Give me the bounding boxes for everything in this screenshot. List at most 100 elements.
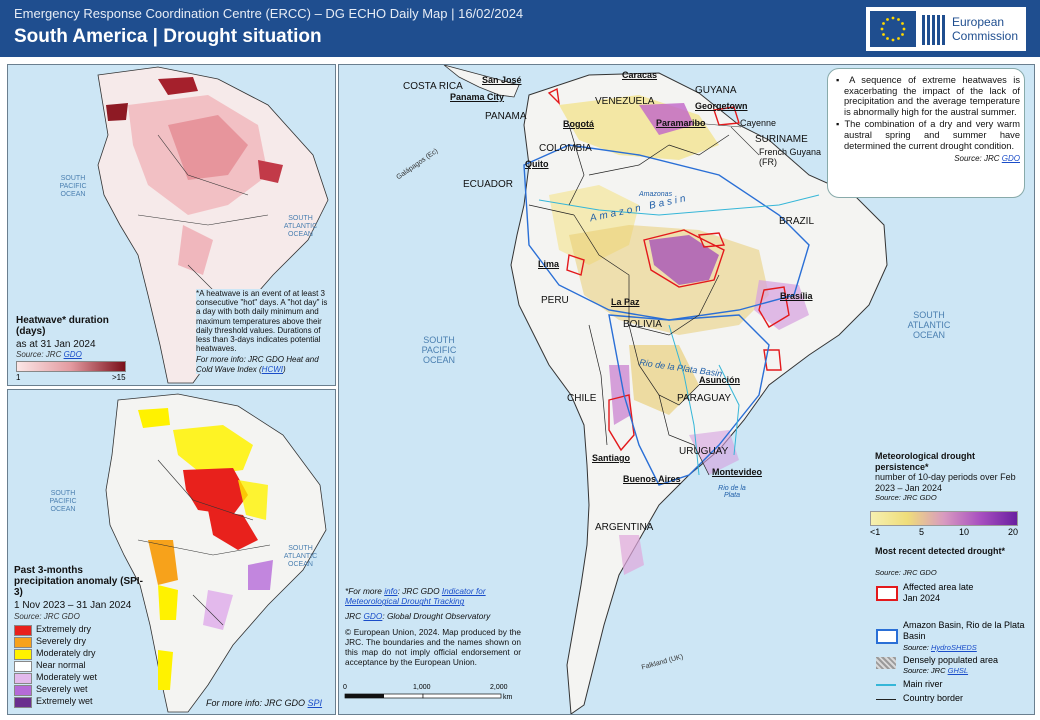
recent-title: Most recent detected drought* [875,546,1006,556]
info-box: ▪ A sequence of extreme heatwaves is exa… [827,68,1025,198]
city-caracas: Caracas [622,70,658,80]
border-swatch [876,699,896,700]
spi-legend-label: Moderately dry [36,648,96,658]
city-la-paz: La Paz [611,297,640,307]
city-bogota: Bogotá [563,119,594,129]
heatwave-source-link[interactable]: GDO [63,350,82,359]
persistence-legend: Meteorological drought persistence* numb… [875,451,1025,504]
hydrosheds-link[interactable]: HydroSHEDS [930,643,977,652]
spi-legend-label: Extremely dry [36,624,92,634]
country-panama: PANAMA [485,111,527,122]
country-venezuela: VENEZUELA [595,96,655,107]
persistence-tick-0: <1 [870,527,881,537]
recent-source: Source: JRC GDO [875,568,937,577]
heatwave-definition: *A heatwave is an event of at least 3 co… [196,289,328,354]
mdt-indicator-link[interactable]: Indicator for Meteorological Drought Tra… [345,586,486,607]
persistence-color-scale [870,511,1018,526]
scale-unit: km [503,694,513,701]
spi-source: Source: JRC GDO [14,612,80,621]
country-guyana: GUYANA [695,85,737,96]
spi-legend-swatch [14,697,32,708]
spi-legend-swatch [14,625,32,636]
heatwave-scale-max: >15 [112,373,126,382]
spi-legend-swatch [14,661,32,672]
amazon-river-label: Amazonas [639,191,673,198]
city-montevideo: Montevideo [712,467,763,477]
main-map [344,65,888,714]
country-chile: CHILE [567,393,597,404]
commission-building-icon [922,15,945,45]
heatwave-atlantic-label: SOUTH ATLANTIC OCEAN [283,215,318,238]
city-santiago: Santiago [592,453,631,463]
affected-area-label: Affected area late Jan 2024 [903,582,974,603]
persistence-tick-1: 5 [919,527,925,537]
city-lima: Lima [538,259,560,269]
page-title: South America | Drought situation [14,26,322,47]
ghsl-link[interactable]: GHSL [947,666,969,675]
scale-tick-1: 1,000 [413,684,431,691]
spi-atlantic-label: SOUTH ATLANTIC OCEAN [283,545,318,568]
persistence-title: Meteorological drought persistence* [875,451,975,472]
footnote: *For more info: JRC GDO Indicator for Me… [345,586,521,668]
heatwave-source: Source: JRC GDO [16,350,82,359]
heatwave-scale-min: 1 [16,373,21,382]
country-colombia: COLOMBIA [539,143,592,154]
spi-legend-label: Extremely wet [36,696,93,706]
atlantic-ocean-label: SOUTH ATLANTIC OCEAN [907,310,951,340]
spi-pacific-label: SOUTH PACIFIC OCEAN [49,490,77,513]
spi-map [105,393,327,713]
spi-date: 1 Nov 2023 – 31 Jan 2024 [14,600,132,611]
scale-tick-2: 2,000 [490,684,508,691]
spi-panel: SOUTH PACIFIC OCEAN SOUTH ATLANTIC OCEAN… [7,389,336,715]
hcwi-link[interactable]: HCWI [261,364,283,374]
city-asuncion: Asunción [699,375,741,385]
river-swatch [876,684,896,686]
copyright-text: © European Union, 2024. Map produced by … [345,626,521,668]
heatwave-panel: SOUTH PACIFIC OCEAN SOUTH ATLANTIC OCEAN… [7,64,336,386]
heatwave-color-scale [16,361,126,372]
spi-legend-swatch [14,649,32,660]
persistence-tick-2: 10 [959,527,970,537]
eu-flag-icon [870,11,916,47]
heatwave-note: *A heatwave is an event of at least 3 co… [196,289,330,374]
spi-link[interactable]: SPI [307,698,323,708]
spi-legend-swatch [14,637,32,648]
basin-source: Source: HydroSHEDS [903,643,977,652]
city-san-jose: San José [482,75,522,85]
logo-line-2: Commission [952,29,1019,43]
city-paramaribo: Paramaribo [656,118,706,128]
info-bullet-2: The combination of a dry and very warm a… [844,119,1020,151]
country-paraguay: PARAGUAY [677,393,732,404]
spi-title: Past 3-months precipitation anomaly (SPI… [14,565,143,598]
country-french-guyana: French Guyana (FR) [759,147,822,167]
border-label: Country border [903,693,964,703]
country-bolivia: BOLIVIA [623,319,662,330]
gdo-link[interactable]: GDO [363,611,383,622]
heatwave-date: as at 31 Jan 2024 [16,339,96,350]
persistence-source: Source: JRC GDO [875,493,937,502]
more-info-link[interactable]: info [384,586,398,596]
european-commission-logo: European Commission [866,7,1026,51]
spi-legend-label: Near normal [36,660,86,670]
scale-bar [344,693,502,699]
city-cayenne: Cayenne [740,118,777,128]
info-source: Source: JRC GDO [954,154,1020,164]
populated-swatch [876,657,896,669]
heatwave-title: Heatwave* duration (days) [16,315,109,337]
country-brazil: BRAZIL [779,216,815,227]
rio-plata-label: Rio de la Plata [718,485,746,499]
persistence-subtitle: number of 10-day periods over Feb 2023 –… [875,472,1016,493]
affected-area-swatch [876,586,898,601]
info-source-link[interactable]: GDO [1001,154,1020,164]
basin-label: Amazon Basin, Rio de la Plata Basin [903,620,1025,641]
city-panama-city: Panama City [450,92,505,102]
heatwave-map [97,66,329,384]
country-ecuador: ECUADOR [463,179,514,190]
spi-legend-swatch [14,685,32,696]
persistence-tick-3: 20 [1008,527,1019,537]
city-georgetown: Georgetown [695,101,748,111]
spi-legend-swatch [14,673,32,684]
populated-label: Densely populated area [903,655,999,665]
river-label: Main river [903,679,943,689]
country-peru: PERU [541,295,569,306]
